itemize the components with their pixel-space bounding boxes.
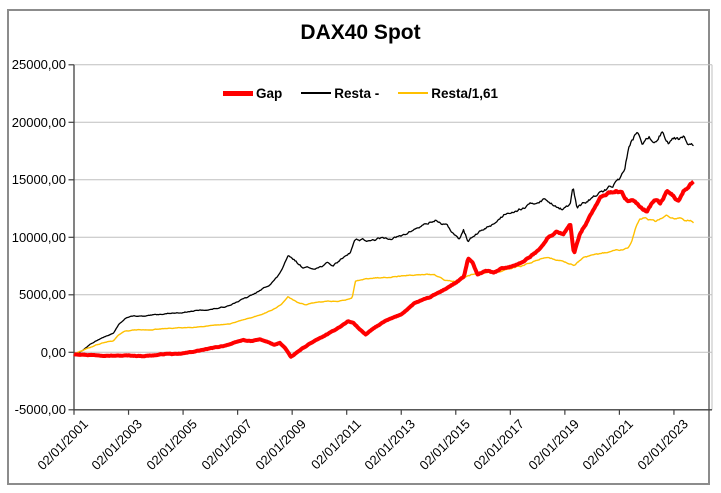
legend-item-gap[interactable]: Gap [222, 85, 283, 101]
series-line-resta-161[interactable] [73, 214, 695, 355]
chart-border [7, 9, 710, 485]
resta-line-swatch-icon [301, 92, 332, 94]
chart-title: DAX40 Spot [300, 21, 421, 44]
y-axis-label: 10000,00 [11, 229, 66, 245]
y-axis-label: -5000,00 [14, 402, 66, 418]
gap-line-swatch-icon [222, 90, 253, 96]
resta-161-line-swatch-icon [398, 92, 429, 94]
legend-label-resta-161: Resta/1,61 [431, 85, 499, 101]
y-axis-label: 20000,00 [11, 114, 66, 130]
series-line-gap[interactable] [73, 180, 695, 359]
legend-label-gap: Gap [255, 85, 283, 101]
legend-label-resta: Resta - [334, 85, 380, 101]
legend-item-resta-161[interactable]: Resta/1,61 [398, 86, 498, 101]
y-axis-label: 25000,00 [11, 57, 66, 73]
series-line-resta[interactable] [73, 131, 694, 357]
y-axis-label: 15000,00 [11, 172, 66, 188]
legend-item-resta[interactable]: Resta - [301, 86, 379, 101]
y-axis-label: 5000,00 [19, 287, 66, 303]
legend: Gap Resta - Resta/1,61 [0, 84, 721, 102]
y-axis-label: 0,00 [40, 344, 66, 360]
